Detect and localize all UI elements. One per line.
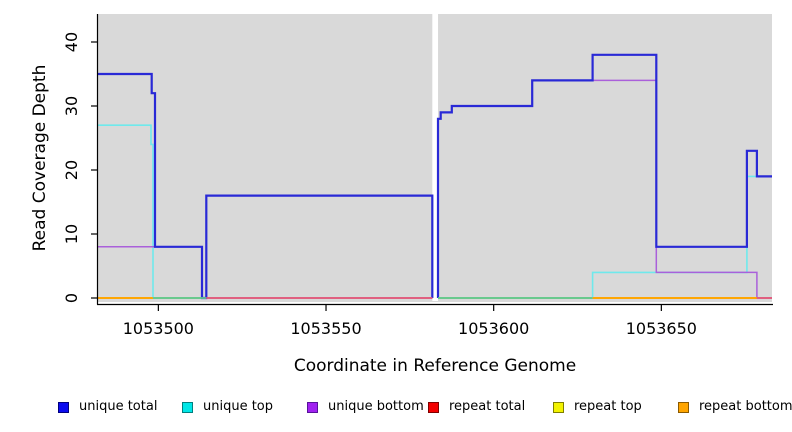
coverage-gap-mask (432, 14, 439, 301)
legend-label: unique total (79, 399, 158, 414)
legend-item-unique-total: unique total (58, 399, 157, 415)
y-tick-label: 40 (62, 32, 81, 52)
y-tick-label: 30 (62, 96, 81, 116)
legend-swatch-unique-total (58, 401, 69, 413)
x-tick-label: 1053600 (458, 319, 529, 338)
legend-item-repeat-total: repeat total (428, 399, 525, 415)
y-tick-label: 10 (62, 224, 81, 244)
legend-swatch-unique-top (182, 401, 193, 413)
legend-label: repeat bottom (699, 399, 792, 414)
series-unique-total (436, 53, 772, 298)
legend-item-unique-top: unique top (182, 399, 273, 415)
legend-swatch-repeat-total (428, 401, 439, 413)
x-tick-label: 1053500 (123, 319, 194, 338)
y-tick-label: 20 (62, 160, 81, 180)
legend-label: unique bottom (328, 399, 424, 414)
legend-label: repeat top (574, 399, 642, 414)
legend-label: repeat total (449, 399, 526, 414)
legend-item-unique-bottom: unique bottom (307, 399, 424, 415)
legend: unique total unique top unique bottom repea… (0, 399, 792, 419)
legend-swatch-repeat-top (553, 401, 564, 413)
x-tick-label: 1053650 (626, 319, 697, 338)
legend-swatch-repeat-bottom (678, 401, 689, 413)
legend-label: unique top (203, 399, 274, 414)
y-axis-label: Read Coverage Depth (30, 65, 50, 252)
x-axis-label: Coordinate in Reference Genome (294, 356, 576, 376)
y-tick-label: 0 (62, 293, 81, 303)
legend-swatch-unique-bottom (307, 401, 318, 413)
x-tick-label: 1053550 (290, 319, 361, 338)
series-unique-total (98, 72, 434, 300)
legend-item-repeat-bottom: repeat bottom (678, 399, 792, 415)
legend-item-repeat-top: repeat top (553, 399, 642, 415)
